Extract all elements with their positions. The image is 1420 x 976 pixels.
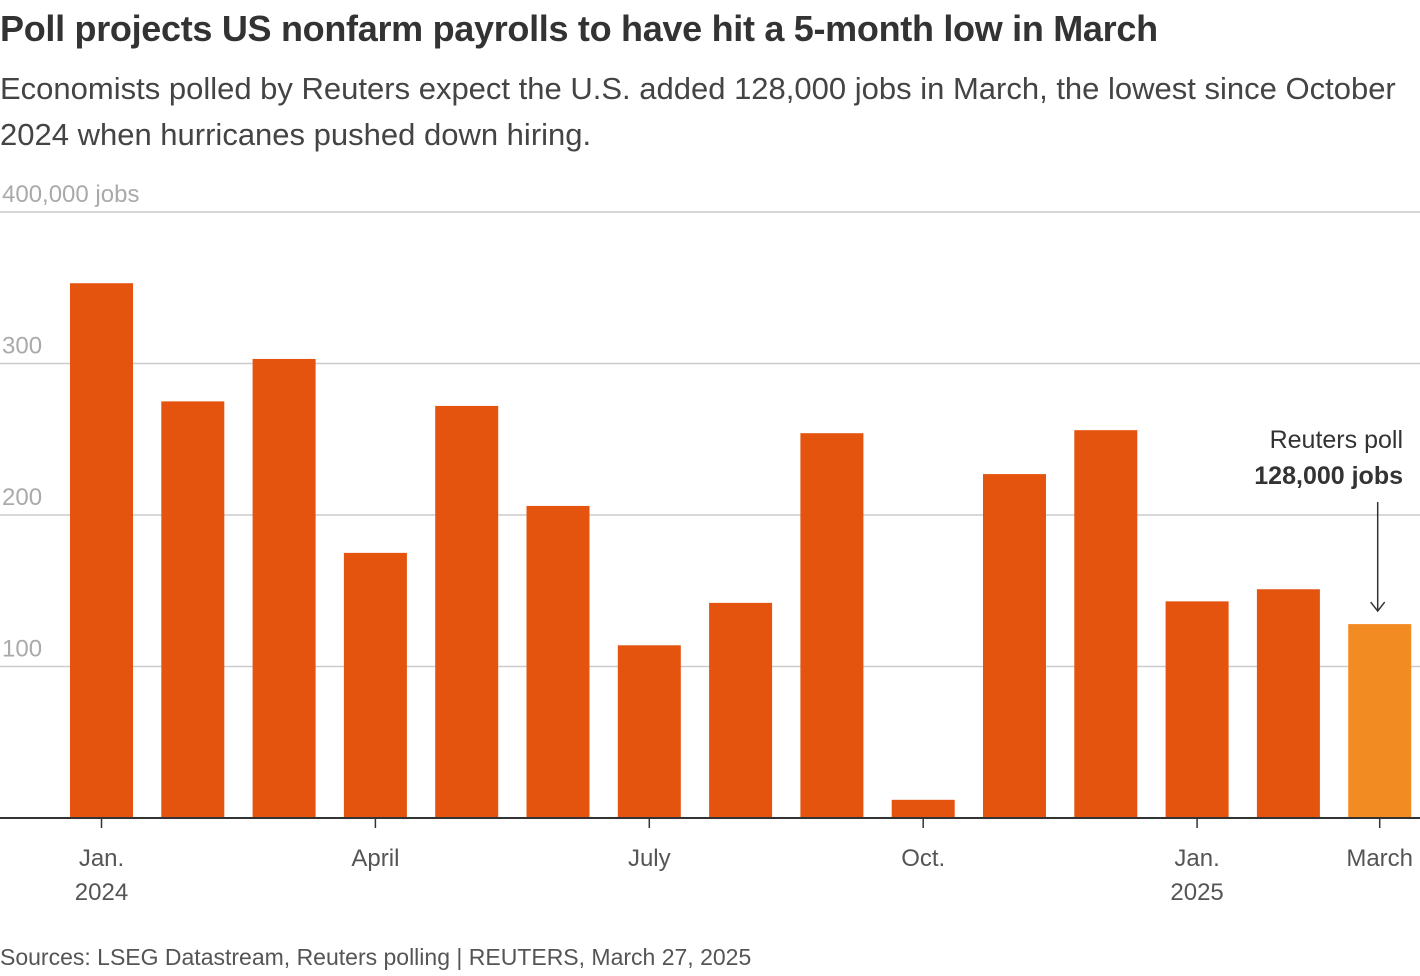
y-tick-label: 300 (2, 333, 42, 360)
bar (1074, 430, 1138, 818)
bar (1165, 601, 1229, 818)
chart-title: Poll projects US nonfarm payrolls to hav… (0, 8, 1158, 49)
annotation-label: Reuters poll (1270, 426, 1403, 454)
bar (526, 505, 590, 818)
bar (70, 283, 133, 818)
bar (1348, 624, 1412, 818)
x-tick-label-year: 2024 (75, 879, 128, 906)
x-tick-label: July (628, 845, 671, 872)
bar (800, 433, 864, 818)
bar (617, 645, 681, 818)
x-tick-label: March (1346, 845, 1413, 872)
bar (1256, 589, 1320, 818)
y-tick-label: 100 (2, 636, 42, 663)
bar (891, 799, 955, 818)
bar (343, 552, 407, 818)
annotation-value: 128,000 jobs (1254, 462, 1403, 490)
bar (252, 358, 316, 818)
x-tick-label: Oct. (901, 845, 945, 872)
x-tick-label-year: 2025 (1170, 879, 1223, 906)
x-tick-label: April (351, 845, 399, 872)
chart-subtitle: Economists polled by Reuters expect the … (0, 71, 1396, 152)
bar (435, 405, 499, 818)
bar (983, 474, 1046, 818)
x-tick-label: Jan. (1174, 845, 1219, 872)
bar (161, 401, 225, 818)
bar-chart: 400,000 jobs 300 200 100 Jan. 2024 April July Oc… (0, 181, 1420, 906)
y-tick-label: 400,000 jobs (2, 181, 139, 208)
y-tick-label: 200 (2, 484, 42, 511)
x-tick-label: Jan. (79, 845, 124, 872)
source-note: Sources: LSEG Datastream, Reuters pollin… (0, 944, 752, 970)
bar (709, 602, 773, 818)
annotation-arrow-head (1370, 601, 1386, 613)
